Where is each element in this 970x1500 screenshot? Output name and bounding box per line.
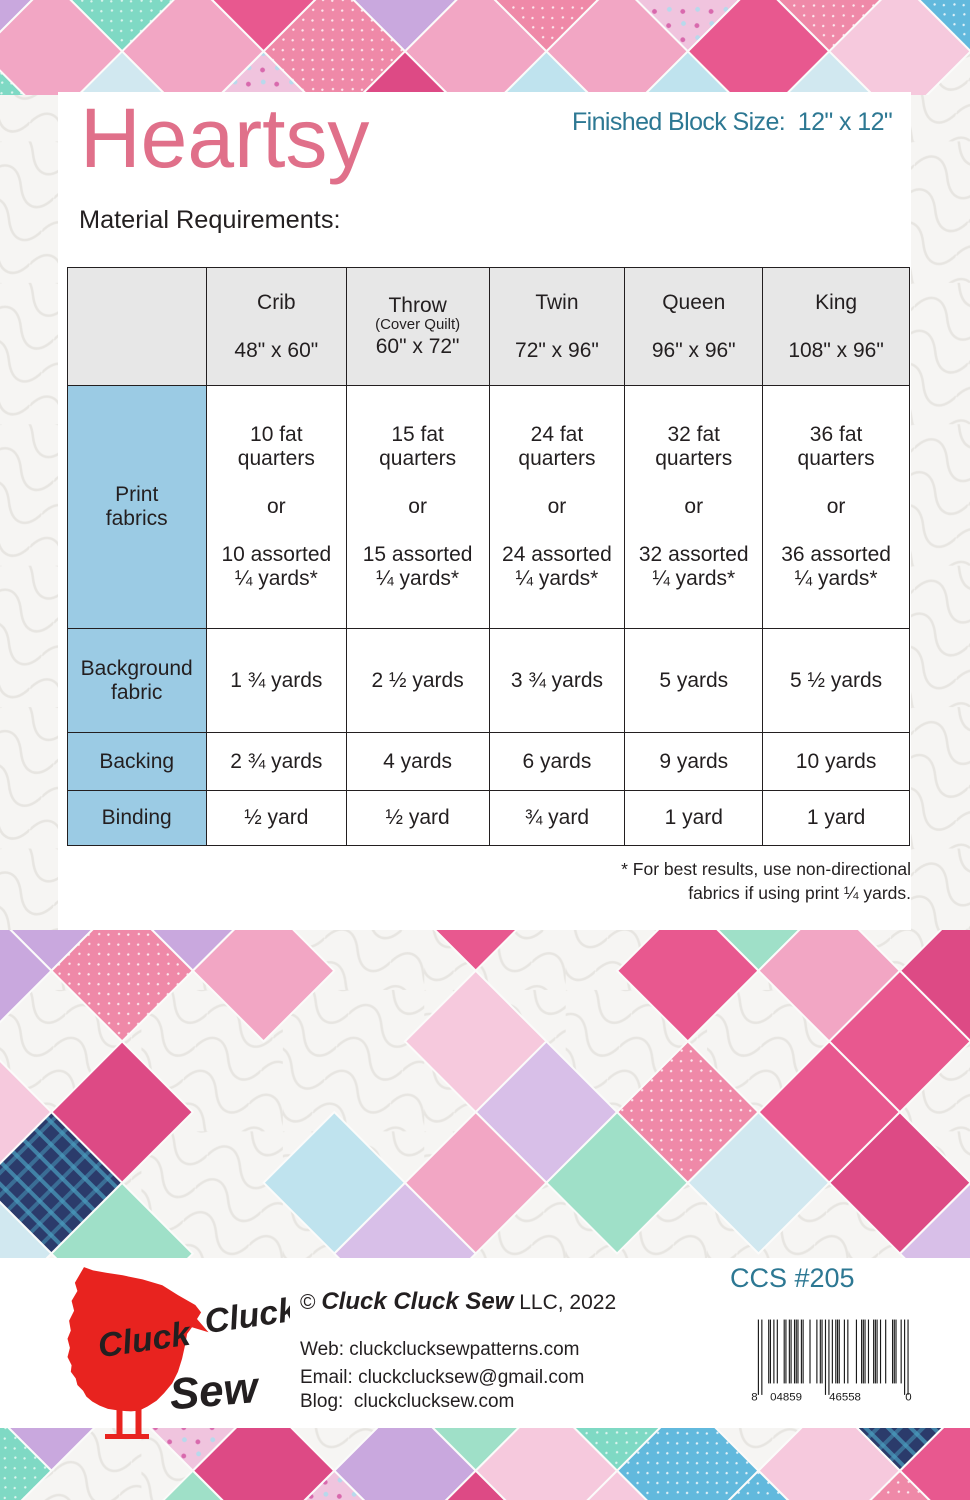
svg-text:Heartsy: Heartsy <box>80 91 369 185</box>
svg-text:8: 8 <box>751 1392 757 1404</box>
svg-text:Sew: Sew <box>168 1363 263 1420</box>
svg-text:46558: 46558 <box>829 1392 861 1404</box>
svg-text:04859: 04859 <box>770 1392 802 1404</box>
svg-text:0: 0 <box>905 1392 911 1404</box>
svg-text:Cluck: Cluck <box>202 1290 290 1341</box>
